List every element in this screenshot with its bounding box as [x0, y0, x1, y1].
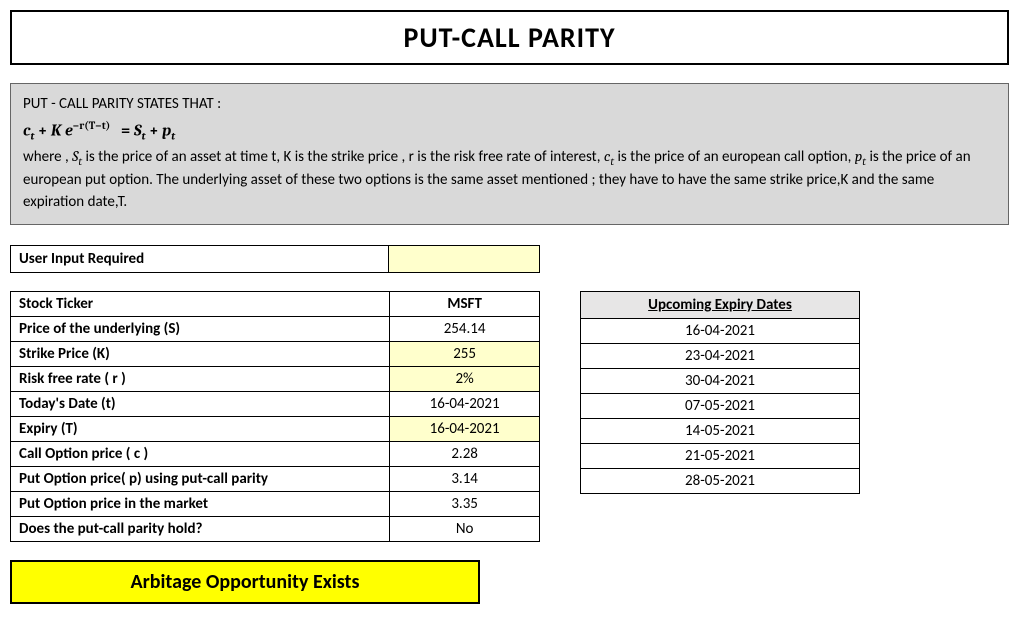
row-put-market: Put Option price in the market 3.35	[11, 491, 540, 516]
txt-asset: is the price of an asset at time t, K is…	[82, 148, 604, 166]
value-today: 16-04-2021	[390, 391, 540, 416]
label-holds: Does the put-call parity hold?	[11, 516, 390, 541]
row-put-parity: Put Option price( p) using put-call pari…	[11, 466, 540, 491]
row-ticker: Stock Ticker MSFT	[11, 291, 540, 316]
label-strike: Strike Price (K)	[11, 341, 390, 366]
expiry-date: 07-05-2021	[581, 393, 860, 418]
value-underlying: 254.14	[390, 316, 540, 341]
expiry-date: 23-04-2021	[581, 343, 860, 368]
explanation-box: PUT - CALL PARITY STATES THAT : ct + K e…	[10, 83, 1009, 225]
row-underlying: Price of the underlying (S) 254.14	[11, 316, 540, 341]
row-strike: Strike Price (K) 255	[11, 341, 540, 366]
user-input-swatch	[389, 246, 539, 272]
value-put-market: 3.35	[390, 491, 540, 516]
label-put-parity: Put Option price( p) using put-call pari…	[11, 466, 390, 491]
label-put-market: Put Option price in the market	[11, 491, 390, 516]
result-banner: Arbitage Opportunity Exists	[10, 560, 480, 604]
expiry-date: 30-04-2021	[581, 368, 860, 393]
label-call-price: Call Option price ( c )	[11, 441, 390, 466]
row-rate: Risk free rate ( r ) 2%	[11, 366, 540, 391]
value-expiry[interactable]: 16-04-2021	[390, 416, 540, 441]
row-today: Today's Date (t) 16-04-2021	[11, 391, 540, 416]
expiry-date: 16-04-2021	[581, 318, 860, 343]
label-expiry: Expiry (T)	[11, 416, 390, 441]
value-strike[interactable]: 255	[390, 341, 540, 366]
row-call-price: Call Option price ( c ) 2.28	[11, 441, 540, 466]
value-call-price: 2.28	[390, 441, 540, 466]
explanation-body: where , St is the price of an asset at t…	[23, 146, 996, 213]
user-input-flag: User Input Required	[10, 245, 540, 273]
page-title-box: PUT-CALL PARITY	[10, 10, 1009, 65]
label-rate: Risk free rate ( r )	[11, 366, 390, 391]
parameters-table: Stock Ticker MSFT Price of the underlyin…	[10, 291, 540, 542]
label-underlying: Price of the underlying (S)	[11, 316, 390, 341]
txt-call: is the price of an european call option,	[614, 148, 855, 166]
label-today: Today's Date (t)	[11, 391, 390, 416]
row-holds: Does the put-call parity hold? No	[11, 516, 540, 541]
row-expiry: Expiry (T) 16-04-2021	[11, 416, 540, 441]
label-ticker: Stock Ticker	[11, 291, 390, 316]
expiry-header: Upcoming Expiry Dates	[581, 291, 860, 318]
page-title: PUT-CALL PARITY	[12, 20, 1007, 55]
expiry-date: 28-05-2021	[581, 468, 860, 493]
value-holds: No	[390, 516, 540, 541]
expiry-date: 21-05-2021	[581, 443, 860, 468]
value-put-parity: 3.14	[390, 466, 540, 491]
expiry-table: Upcoming Expiry Dates 16-04-2021 23-04-2…	[580, 291, 860, 494]
txt-where: where ,	[23, 148, 72, 166]
explanation-heading: PUT - CALL PARITY STATES THAT :	[23, 94, 996, 116]
user-input-label: User Input Required	[11, 246, 389, 272]
parity-formula: ct + K e−r(T−t) = St + pt	[23, 118, 996, 144]
expiry-date: 14-05-2021	[581, 418, 860, 443]
value-rate[interactable]: 2%	[390, 366, 540, 391]
value-ticker[interactable]: MSFT	[390, 291, 540, 316]
